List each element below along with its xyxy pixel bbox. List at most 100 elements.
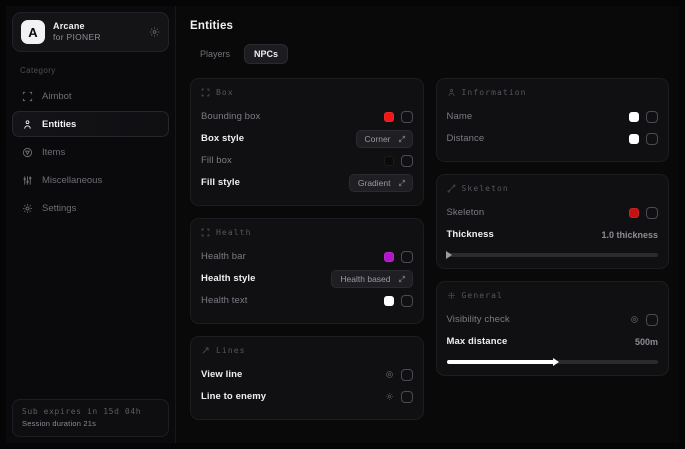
dropdown-value: Corner xyxy=(364,133,391,144)
page-title: Entities xyxy=(190,20,234,32)
dropdown-box-style[interactable]: Corner xyxy=(355,129,413,148)
slider-fill xyxy=(446,360,557,364)
subscription-card: Sub expires in 15d 04h Session duration … xyxy=(12,399,169,437)
checkbox-skeleton[interactable] xyxy=(646,206,658,219)
row-visibility-check: Visibility check xyxy=(446,309,658,330)
color-swatch-distance[interactable] xyxy=(629,133,639,144)
row-bounding-box: Bounding box xyxy=(201,106,413,127)
thickness-value: 1.0 thickness xyxy=(601,229,658,240)
checkbox-health-text[interactable] xyxy=(400,294,413,307)
row-label: Thickness xyxy=(446,229,494,240)
card-box-title: Box xyxy=(216,88,234,97)
card-general: General Visibility check Ma xyxy=(435,281,669,376)
row-name: Name xyxy=(446,106,658,127)
checkbox-name[interactable] xyxy=(646,110,658,123)
row-line-to-enemy: Line to enemy xyxy=(201,386,413,407)
bone-icon xyxy=(447,184,455,193)
dropdown-health-style[interactable]: Health based xyxy=(331,269,413,288)
slider-knob[interactable] xyxy=(553,358,560,366)
tab-npcs[interactable]: NPCs xyxy=(244,44,289,64)
row-label: Fill style xyxy=(201,177,241,188)
dropdown-value: Health based xyxy=(340,273,391,284)
card-skeleton-header: Skeleton xyxy=(447,184,659,193)
crosshair-icon xyxy=(22,91,33,101)
card-lines-header: Lines xyxy=(201,346,413,355)
sparkle-icon xyxy=(447,292,455,299)
row-skeleton: Skeleton xyxy=(447,202,658,223)
row-label: Health bar xyxy=(201,251,246,262)
slider-knob[interactable] xyxy=(445,251,452,259)
app-name: Arcane xyxy=(53,21,85,32)
corner-brackets-icon xyxy=(201,228,210,237)
checkbox-fill-box[interactable] xyxy=(400,154,413,167)
row-label: Health style xyxy=(201,273,256,284)
gear-icon[interactable] xyxy=(149,27,160,38)
app-logo-letter: A xyxy=(28,24,38,40)
row-fill-style: Fill style Gradient xyxy=(201,172,413,193)
slider-max-distance[interactable] xyxy=(446,358,658,366)
dropdown-fill-style[interactable]: Gradient xyxy=(348,173,413,192)
color-swatch-fill-box[interactable] xyxy=(383,155,394,166)
sidebar: A Arcane for PIONER Category Aimbot xyxy=(6,6,176,443)
checkbox-view-line[interactable] xyxy=(400,368,413,381)
brand-card[interactable]: A Arcane for PIONER xyxy=(12,12,169,52)
sidebar-item-items[interactable]: Items xyxy=(12,139,169,165)
row-thickness: Thickness 1.0 thickness xyxy=(445,224,658,259)
sidebar-item-label: Entities xyxy=(42,118,77,130)
row-label: Health text xyxy=(201,295,248,306)
expand-icon xyxy=(398,135,405,142)
sidebar-item-entities[interactable]: Entities xyxy=(12,111,169,137)
row-view-line: View line xyxy=(201,364,413,385)
row-label: Name xyxy=(446,111,473,122)
card-health-title: Health xyxy=(216,228,252,237)
sidebar-item-label: Items xyxy=(42,146,66,158)
color-swatch-bounding-box[interactable] xyxy=(383,111,394,122)
max-distance-value: 500m xyxy=(634,336,658,347)
card-general-header: General xyxy=(447,291,659,300)
color-swatch-health-text[interactable] xyxy=(383,295,394,306)
row-label: View line xyxy=(201,369,243,380)
sidebar-item-aimbot[interactable]: Aimbot xyxy=(12,83,169,109)
row-health-text: Health text xyxy=(201,290,413,311)
slider-thickness[interactable] xyxy=(445,251,658,259)
checkbox-distance[interactable] xyxy=(646,132,658,145)
subscription-expiry: Sub expires in 15d 04h xyxy=(22,407,142,416)
target-icon[interactable] xyxy=(630,315,639,324)
app-logo: A xyxy=(21,20,45,44)
target-icon[interactable] xyxy=(385,370,394,379)
sidebar-item-miscellaneous[interactable]: Miscellaneous xyxy=(12,167,169,193)
color-swatch-health-bar[interactable] xyxy=(383,251,394,262)
checkbox-health-bar[interactable] xyxy=(400,250,413,263)
card-information-header: Information xyxy=(447,88,659,97)
checkbox-bounding-box[interactable] xyxy=(400,110,413,123)
session-duration: Session duration 21s xyxy=(22,419,97,428)
cards-grid: Box Bounding box Box style Corner xyxy=(190,78,669,420)
row-health-style: Health style Health based xyxy=(201,268,413,289)
row-label: Visibility check xyxy=(446,314,510,325)
category-label: Category xyxy=(20,66,56,75)
card-lines-title: Lines xyxy=(216,346,246,355)
right-column: Information Name Distance xyxy=(435,78,669,376)
sidebar-nav: Aimbot Entities Items xyxy=(12,83,169,221)
row-label: Distance xyxy=(446,133,485,144)
card-general-title: General xyxy=(461,291,503,300)
item-icon xyxy=(22,147,33,157)
gear-icon[interactable] xyxy=(385,392,394,401)
row-label: Max distance xyxy=(446,336,508,347)
row-distance: Distance xyxy=(446,128,658,149)
sidebar-item-settings[interactable]: Settings xyxy=(12,195,169,221)
left-column: Box Bounding box Box style Corner xyxy=(190,78,424,420)
card-lines: Lines View line Line to enemy xyxy=(190,336,424,420)
checkbox-line-to-enemy[interactable] xyxy=(400,390,413,403)
entity-icon xyxy=(448,89,454,96)
sidebar-item-label: Aimbot xyxy=(42,90,72,102)
sidebar-item-label: Miscellaneous xyxy=(42,174,103,186)
row-box-style: Box style Corner xyxy=(201,128,413,149)
color-swatch-name[interactable] xyxy=(629,111,639,122)
color-swatch-skeleton[interactable] xyxy=(629,207,639,218)
app-subtitle: for PIONER xyxy=(53,31,101,42)
tab-players[interactable]: Players xyxy=(200,49,231,59)
checkbox-visibility-check[interactable] xyxy=(646,313,658,326)
sliders-icon xyxy=(23,175,32,185)
